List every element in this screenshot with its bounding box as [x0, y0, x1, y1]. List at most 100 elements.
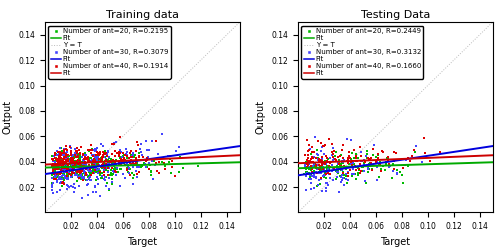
Point [310, 173, 318, 177]
Point [142, 158, 150, 162]
Point [96, 152, 104, 156]
Point [77, 165, 85, 169]
Point [304, 158, 312, 162]
Point [74, 158, 82, 162]
Point [307, 152, 315, 156]
Point [80, 171, 88, 175]
Point [49, 169, 57, 173]
Point [100, 166, 108, 170]
Point [118, 167, 126, 171]
Point [106, 166, 114, 170]
Point [68, 153, 76, 157]
Point [131, 153, 139, 157]
Point [123, 168, 131, 172]
Point [312, 165, 320, 169]
Point [51, 175, 59, 179]
Point [123, 154, 131, 158]
Point [366, 157, 374, 161]
Point [388, 169, 396, 173]
Point [82, 163, 90, 167]
Point [333, 166, 341, 170]
Point [78, 172, 86, 176]
Point [52, 171, 60, 175]
Point [76, 160, 84, 164]
Point [90, 168, 98, 172]
Point [316, 157, 324, 161]
Point [303, 162, 311, 166]
Point [60, 164, 68, 168]
Point [308, 150, 316, 154]
Point [320, 173, 328, 177]
Point [60, 179, 68, 183]
Point [153, 169, 161, 173]
Point [49, 181, 57, 185]
Point [304, 153, 312, 157]
Point [339, 157, 347, 161]
Point [117, 157, 125, 161]
Point [57, 170, 65, 174]
Point [56, 172, 64, 176]
Point [89, 169, 97, 173]
Point [94, 155, 102, 159]
Point [62, 159, 70, 163]
Point [53, 173, 61, 177]
Point [348, 151, 356, 155]
Point [316, 169, 324, 173]
Point [76, 154, 84, 158]
Point [312, 164, 320, 168]
Point [80, 157, 88, 161]
Point [326, 161, 334, 165]
Point [86, 171, 94, 175]
Point [352, 165, 360, 169]
Point [343, 137, 351, 141]
Point [57, 161, 65, 165]
Point [148, 159, 156, 163]
Point [78, 169, 86, 173]
Point [64, 162, 72, 166]
Point [57, 159, 65, 163]
Point [79, 152, 87, 156]
Legend: Number of ant=20, R=0.2195, Fit, Y = T, Number of ant=30, R=0.3079, Fit, Number : Number of ant=20, R=0.2195, Fit, Y = T, … [48, 26, 170, 79]
Point [304, 166, 312, 170]
Point [60, 156, 68, 160]
Point [82, 162, 90, 166]
Point [51, 153, 59, 157]
Point [70, 173, 78, 177]
Point [54, 157, 62, 161]
Point [314, 183, 322, 187]
Point [105, 176, 113, 180]
Point [69, 185, 77, 189]
Point [396, 170, 404, 174]
Point [58, 177, 66, 181]
Point [68, 171, 76, 175]
Point [66, 169, 74, 173]
Point [92, 170, 100, 174]
Point [102, 157, 110, 161]
Point [62, 158, 70, 162]
Point [304, 169, 312, 173]
Point [132, 157, 140, 161]
Point [94, 171, 102, 175]
Point [68, 161, 76, 165]
Point [318, 159, 326, 163]
Point [110, 141, 118, 145]
Point [96, 153, 104, 157]
Point [124, 164, 132, 168]
Point [62, 158, 70, 162]
Point [420, 136, 428, 140]
Point [93, 168, 101, 172]
Point [312, 171, 320, 175]
Point [344, 161, 352, 165]
Point [52, 175, 60, 179]
Point [62, 169, 70, 173]
Point [100, 165, 108, 168]
Point [364, 170, 372, 174]
Point [310, 186, 318, 190]
Point [50, 159, 58, 163]
Point [54, 150, 62, 154]
Point [77, 161, 85, 165]
Point [109, 161, 117, 165]
Point [50, 165, 58, 169]
Point [69, 167, 77, 171]
Point [112, 166, 120, 170]
